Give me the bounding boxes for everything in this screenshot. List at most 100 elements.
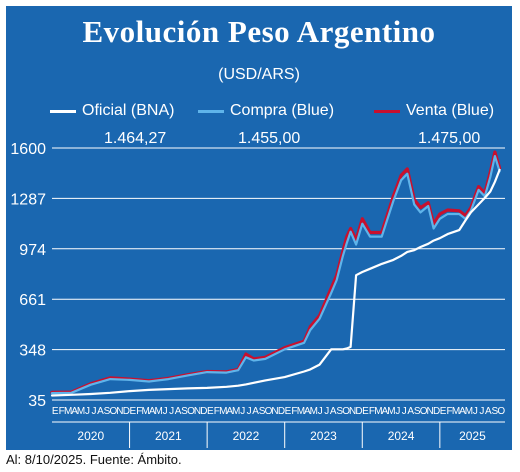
month-tick-49: F — [369, 406, 375, 417]
y-tick-label-0: 1600 — [10, 141, 46, 158]
plot-area — [52, 148, 505, 400]
month-tick-57: O — [420, 406, 428, 417]
month-tick-5: J — [85, 406, 90, 417]
month-tick-14: M — [142, 406, 150, 417]
y-tick-label-5: 35 — [28, 393, 46, 410]
month-tick-22: N — [194, 406, 201, 417]
month-tick-68: S — [491, 406, 498, 417]
chart-title: Evolución Peso Argentino — [82, 14, 436, 49]
month-tick-69: O — [497, 406, 505, 417]
month-tick-1: F — [59, 406, 65, 417]
legend-compra: Compra (Blue) — [198, 102, 334, 120]
month-tick-23: D — [200, 406, 207, 417]
legend-oficial: Oficial (BNA) — [50, 102, 174, 120]
month-tick-10: N — [116, 406, 123, 417]
month-tick-40: M — [310, 406, 318, 417]
month-tick-24: E — [207, 406, 214, 417]
month-tick-0: E — [52, 406, 59, 417]
month-tick-63: A — [459, 406, 466, 417]
year-label-2025: 2025 — [459, 429, 486, 443]
month-tick-16: M — [154, 406, 162, 417]
y-tick-label-2: 974 — [19, 242, 46, 259]
month-tick-19: A — [175, 406, 182, 417]
month-tick-47: D — [355, 406, 362, 417]
month-tick-59: D — [433, 406, 440, 417]
month-tick-6: J — [92, 406, 97, 417]
y-tick-label-3: 661 — [19, 292, 46, 309]
month-tick-7: A — [97, 406, 104, 417]
month-tick-62: M — [452, 406, 460, 417]
month-tick-33: O — [265, 406, 273, 417]
month-tick-2: M — [64, 406, 72, 417]
year-label-2022: 2022 — [233, 429, 260, 443]
month-tick-18: J — [169, 406, 174, 417]
month-tick-4: M — [77, 406, 85, 417]
month-tick-3: A — [71, 406, 78, 417]
year-label-2021: 2021 — [155, 429, 182, 443]
month-tick-53: J — [395, 406, 400, 417]
month-tick-38: M — [297, 406, 305, 417]
month-tick-45: O — [342, 406, 350, 417]
month-tick-44: S — [336, 406, 343, 417]
value-venta: 1.475,00 — [418, 130, 481, 147]
month-tick-66: J — [479, 406, 484, 417]
value-oficial: 1.464,27 — [104, 130, 167, 147]
value-compra: 1.455,00 — [238, 130, 301, 147]
month-tick-26: M — [219, 406, 227, 417]
month-tick-39: A — [304, 406, 311, 417]
month-tick-41: J — [318, 406, 323, 417]
y-tick-label-4: 348 — [19, 343, 46, 360]
month-tick-55: A — [407, 406, 414, 417]
month-tick-35: D — [278, 406, 285, 417]
month-tick-43: A — [330, 406, 337, 417]
year-label-2020: 2020 — [77, 429, 104, 443]
legend-venta-label: Venta (Blue) — [406, 102, 495, 119]
month-tick-52: M — [387, 406, 395, 417]
month-tick-20: S — [181, 406, 188, 417]
month-tick-48: E — [362, 406, 369, 417]
month-tick-25: F — [214, 406, 220, 417]
month-tick-60: E — [440, 406, 447, 417]
series-line-oficial — [50, 168, 501, 397]
month-tick-46: N — [349, 406, 356, 417]
legend-oficial-swatch — [50, 109, 76, 113]
month-tick-36: E — [285, 406, 292, 417]
legend-compra-swatch — [198, 109, 224, 113]
year-label-2024: 2024 — [388, 429, 415, 443]
legend-oficial-label: Oficial (BNA) — [82, 102, 175, 119]
unit-label: (USD/ARS) — [218, 66, 300, 83]
month-tick-34: N — [271, 406, 278, 417]
month-tick-50: M — [374, 406, 382, 417]
month-tick-61: F — [446, 406, 452, 417]
legend-venta-swatch — [374, 109, 400, 113]
legend-compra-label: Compra (Blue) — [230, 102, 335, 119]
y-tick-label-1: 1287 — [10, 191, 46, 208]
month-tick-42: J — [324, 406, 329, 417]
month-tick-65: J — [473, 406, 478, 417]
month-tick-12: E — [129, 406, 136, 417]
month-tick-51: A — [382, 406, 389, 417]
month-tick-8: S — [104, 406, 111, 417]
month-tick-9: O — [110, 406, 118, 417]
series-line-compra — [50, 155, 501, 395]
month-tick-21: O — [187, 406, 195, 417]
month-tick-29: J — [240, 406, 245, 417]
month-tick-67: A — [485, 406, 492, 417]
month-tick-17: J — [163, 406, 168, 417]
legend-venta: Venta (Blue) — [374, 102, 494, 120]
month-tick-64: M — [465, 406, 473, 417]
month-tick-15: A — [149, 406, 156, 417]
month-tick-28: M — [232, 406, 240, 417]
month-tick-13: F — [136, 406, 142, 417]
month-tick-54: J — [402, 406, 407, 417]
month-tick-37: F — [291, 406, 297, 417]
month-tick-30: J — [247, 406, 252, 417]
month-tick-11: D — [123, 406, 130, 417]
month-tick-31: A — [252, 406, 259, 417]
month-tick-58: N — [427, 406, 434, 417]
month-tick-32: S — [259, 406, 266, 417]
month-tick-27: A — [226, 406, 233, 417]
month-tick-56: S — [414, 406, 421, 417]
source-footer: Al: 8/10/2025. Fuente: Ámbito. — [6, 452, 182, 467]
